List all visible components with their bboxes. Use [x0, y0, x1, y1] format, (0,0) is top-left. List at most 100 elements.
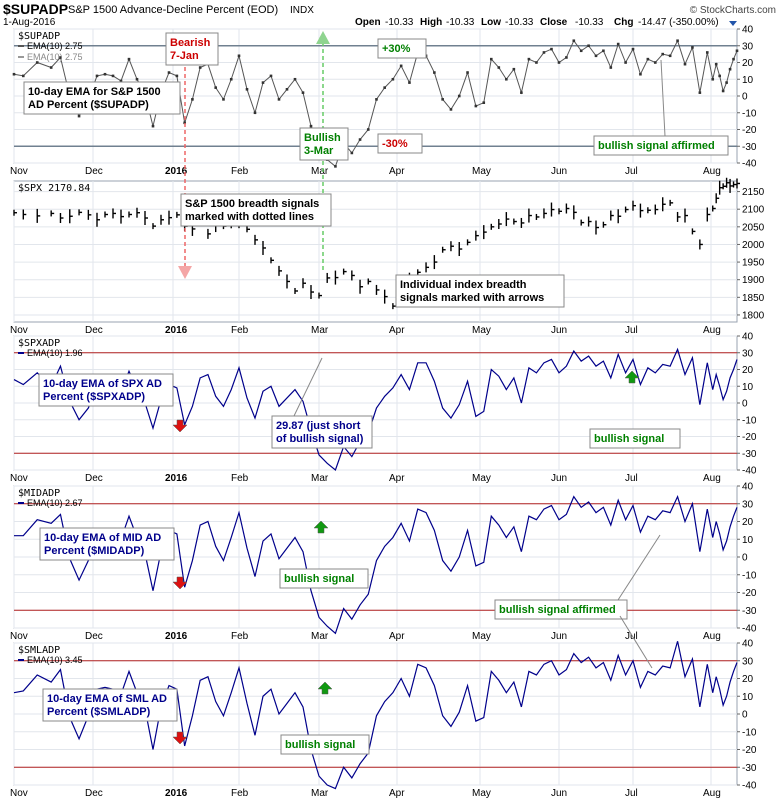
annotation-text: Percent ($MIDADP) [44, 545, 145, 557]
annotation-box [165, 32, 219, 66]
ema-point [602, 49, 605, 53]
ema-point [572, 39, 576, 43]
y-tick-label: -40 [742, 466, 757, 477]
annotation-box [494, 599, 628, 620]
x-tick-label: Jun [551, 325, 567, 336]
x-tick-label: Apr [389, 788, 405, 799]
annotation-text: 10-day EMA of SML AD [47, 693, 167, 705]
ema-point [111, 74, 115, 78]
y-tick-label: -10 [742, 108, 757, 119]
ema-point [391, 77, 395, 81]
ema-point [624, 61, 627, 64]
ema-point [222, 98, 225, 101]
ema-point [714, 62, 718, 66]
x-tick-label: Feb [231, 631, 249, 642]
affirmed-pointer [660, 59, 666, 137]
smladp-affirmed-pointer [619, 615, 653, 669]
midadp-affirmed-label: bullish signal affirmed [494, 599, 628, 620]
smladp-bullish-label: bullish signal [280, 734, 370, 755]
y-tick-label: 20 [742, 58, 754, 69]
ema-point [527, 57, 531, 61]
legend-entry: EMA(10) 3.45 [27, 655, 83, 665]
ema-point [441, 98, 444, 101]
annotation-box [279, 568, 369, 589]
annotation-text: bullish signal [284, 573, 354, 585]
panel-title: $SPX 2170.84 [18, 183, 90, 194]
annotation-text: Individual index breadth [400, 279, 527, 291]
ema-point [59, 56, 62, 59]
annotation-box [38, 373, 174, 407]
y-tick-label: 2150 [742, 187, 765, 198]
panel-title: $MIDADP [18, 488, 60, 499]
annotation-box [39, 527, 175, 561]
y-tick-label: 40 [742, 25, 754, 36]
ema-point [293, 77, 297, 81]
x-tick-label: 2016 [165, 166, 188, 177]
ema-line [13, 347, 738, 472]
y-tick-label: -20 [742, 432, 757, 443]
y-tick-label: -30 [742, 763, 757, 774]
x-tick-label: 2016 [165, 325, 188, 336]
ema-point [735, 49, 739, 53]
ema-point [408, 81, 411, 84]
ema-point [728, 67, 732, 71]
ema-point [309, 124, 313, 128]
x-tick-label: Jul [625, 788, 638, 799]
x-tick-label: Jul [625, 166, 638, 177]
ema-point [609, 66, 613, 69]
ema-point [520, 91, 523, 94]
ema-point [119, 79, 123, 83]
x-tick-label: Apr [389, 473, 405, 484]
ema-point [12, 72, 16, 76]
annotation-text: 10-day EMA of MID AD [44, 532, 161, 544]
header-exchange: INDX [290, 5, 314, 16]
panel-title: $SPXADP [18, 338, 60, 349]
ema-point [449, 108, 453, 111]
x-tick-label: Nov [10, 325, 28, 336]
annotation-text: Percent ($SPXADP) [43, 391, 145, 403]
x-tick-label: Dec [85, 166, 103, 177]
y-tick-label: 0 [742, 92, 748, 103]
menu-triangle-icon[interactable] [729, 21, 737, 26]
ema-point [661, 52, 665, 56]
annotation-box [593, 135, 729, 156]
x-tick-label: Dec [85, 473, 103, 484]
y-tick-label: -30 [742, 606, 757, 617]
ema-point [191, 98, 194, 101]
x-tick-label: Jul [625, 473, 638, 484]
smladp-up-arrow-icon [317, 681, 333, 695]
y-tick-label: -40 [742, 781, 757, 792]
x-tick-label: Feb [231, 325, 249, 336]
panel-title: $SUPADP [18, 31, 60, 42]
x-tick-label: Jun [551, 166, 567, 177]
x-tick-label: May [472, 631, 491, 642]
ema-point [587, 44, 590, 48]
y-tick-label: 20 [742, 674, 754, 685]
ema-point [676, 39, 679, 43]
y-tick-label: 0 [742, 553, 748, 564]
x-tick-label: Mar [311, 473, 329, 484]
ema-point [21, 74, 25, 78]
x-tick-label: Feb [231, 473, 249, 484]
annotation-text: +30% [382, 43, 411, 55]
ema-point [350, 151, 354, 155]
ema-point [135, 77, 139, 81]
high-value: -10.33 [446, 17, 475, 28]
annotation-text: Bearish [170, 37, 211, 49]
ema-point [711, 77, 715, 81]
watermark: © StockCharts.com [690, 5, 776, 16]
x-tick-label: Mar [311, 631, 329, 642]
y-tick-label: 0 [742, 710, 748, 721]
ema-point [732, 57, 735, 61]
x-tick-label: Dec [85, 788, 103, 799]
y-tick-label: 30 [742, 348, 754, 359]
ema-point [718, 74, 721, 78]
x-tick-label: Mar [311, 166, 329, 177]
y-tick-label: 1950 [742, 258, 765, 269]
